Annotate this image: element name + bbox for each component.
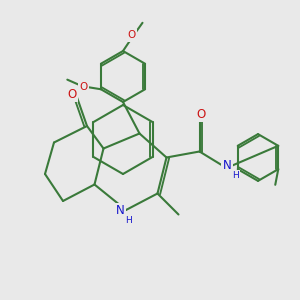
Text: O: O	[80, 82, 88, 92]
Text: N: N	[223, 159, 232, 172]
Text: O: O	[128, 30, 136, 40]
Text: N: N	[116, 204, 125, 218]
Text: O: O	[68, 88, 76, 101]
Text: H: H	[232, 171, 239, 180]
Text: H: H	[126, 216, 132, 225]
Text: O: O	[196, 107, 206, 121]
